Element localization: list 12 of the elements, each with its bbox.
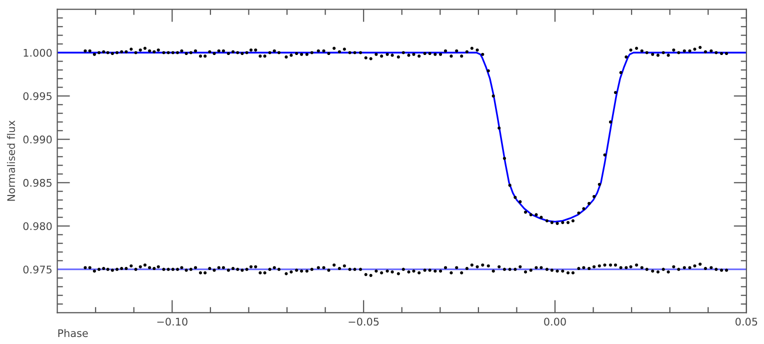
y-axis-title: Normalised flux <box>6 120 16 201</box>
y-tick-label: 0.990 <box>23 136 52 144</box>
y-tick-label: 0.980 <box>23 222 52 230</box>
x-axis-title: Phase <box>58 329 88 338</box>
y-tick-label: 1.000 <box>24 48 52 57</box>
y-tick-label: 0.985 <box>23 178 52 187</box>
x-tick-label: −0.05 <box>348 318 379 326</box>
x-tick-label: 0.05 <box>736 318 758 326</box>
x-tick-label: 0.00 <box>544 318 566 326</box>
y-tick-label: 0.975 <box>23 266 52 274</box>
y-tick-label: 0.995 <box>23 92 52 100</box>
x-tick-label: −0.10 <box>157 318 188 326</box>
